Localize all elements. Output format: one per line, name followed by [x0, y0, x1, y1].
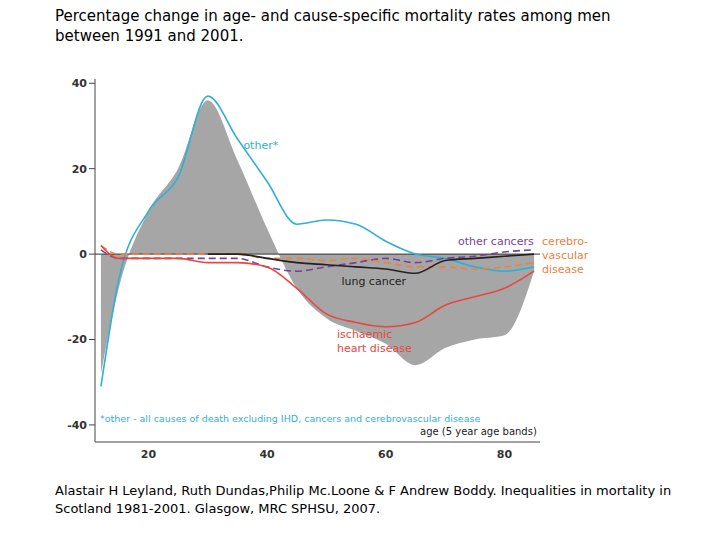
html-text:Alastair H Leyland, Ruth Dunda: Alastair H Leyland, Ruth Dundas,Philip M…	[55, 483, 672, 516]
svg-text:cerebro-vasculardisease: cerebro-vasculardisease	[542, 235, 589, 276]
svg-text:40: 40	[259, 448, 275, 461]
svg-text:other cancers: other cancers	[458, 235, 534, 248]
svg-text:lung cancer: lung cancer	[341, 275, 406, 288]
svg-text:-40: -40	[67, 419, 87, 432]
svg-text:40: 40	[72, 77, 88, 90]
svg-text:20: 20	[72, 163, 88, 176]
html-text:Percentage change in age- and: Percentage change in age- and cause-spec…	[55, 7, 611, 45]
svg-text:80: 80	[497, 448, 513, 461]
svg-text:other*: other*	[243, 139, 278, 152]
svg-text:-20: -20	[67, 333, 87, 346]
svg-text:ischaemicheart disease: ischaemicheart disease	[337, 328, 412, 355]
svg-text:0: 0	[79, 248, 87, 261]
svg-text:20: 20	[141, 448, 157, 461]
html-text:age (5 year age bands): age (5 year age bands)	[420, 426, 537, 437]
html-text:*other - all causes of death e: *other - all causes of death excluding I…	[100, 413, 481, 424]
svg-text:60: 60	[378, 448, 394, 461]
